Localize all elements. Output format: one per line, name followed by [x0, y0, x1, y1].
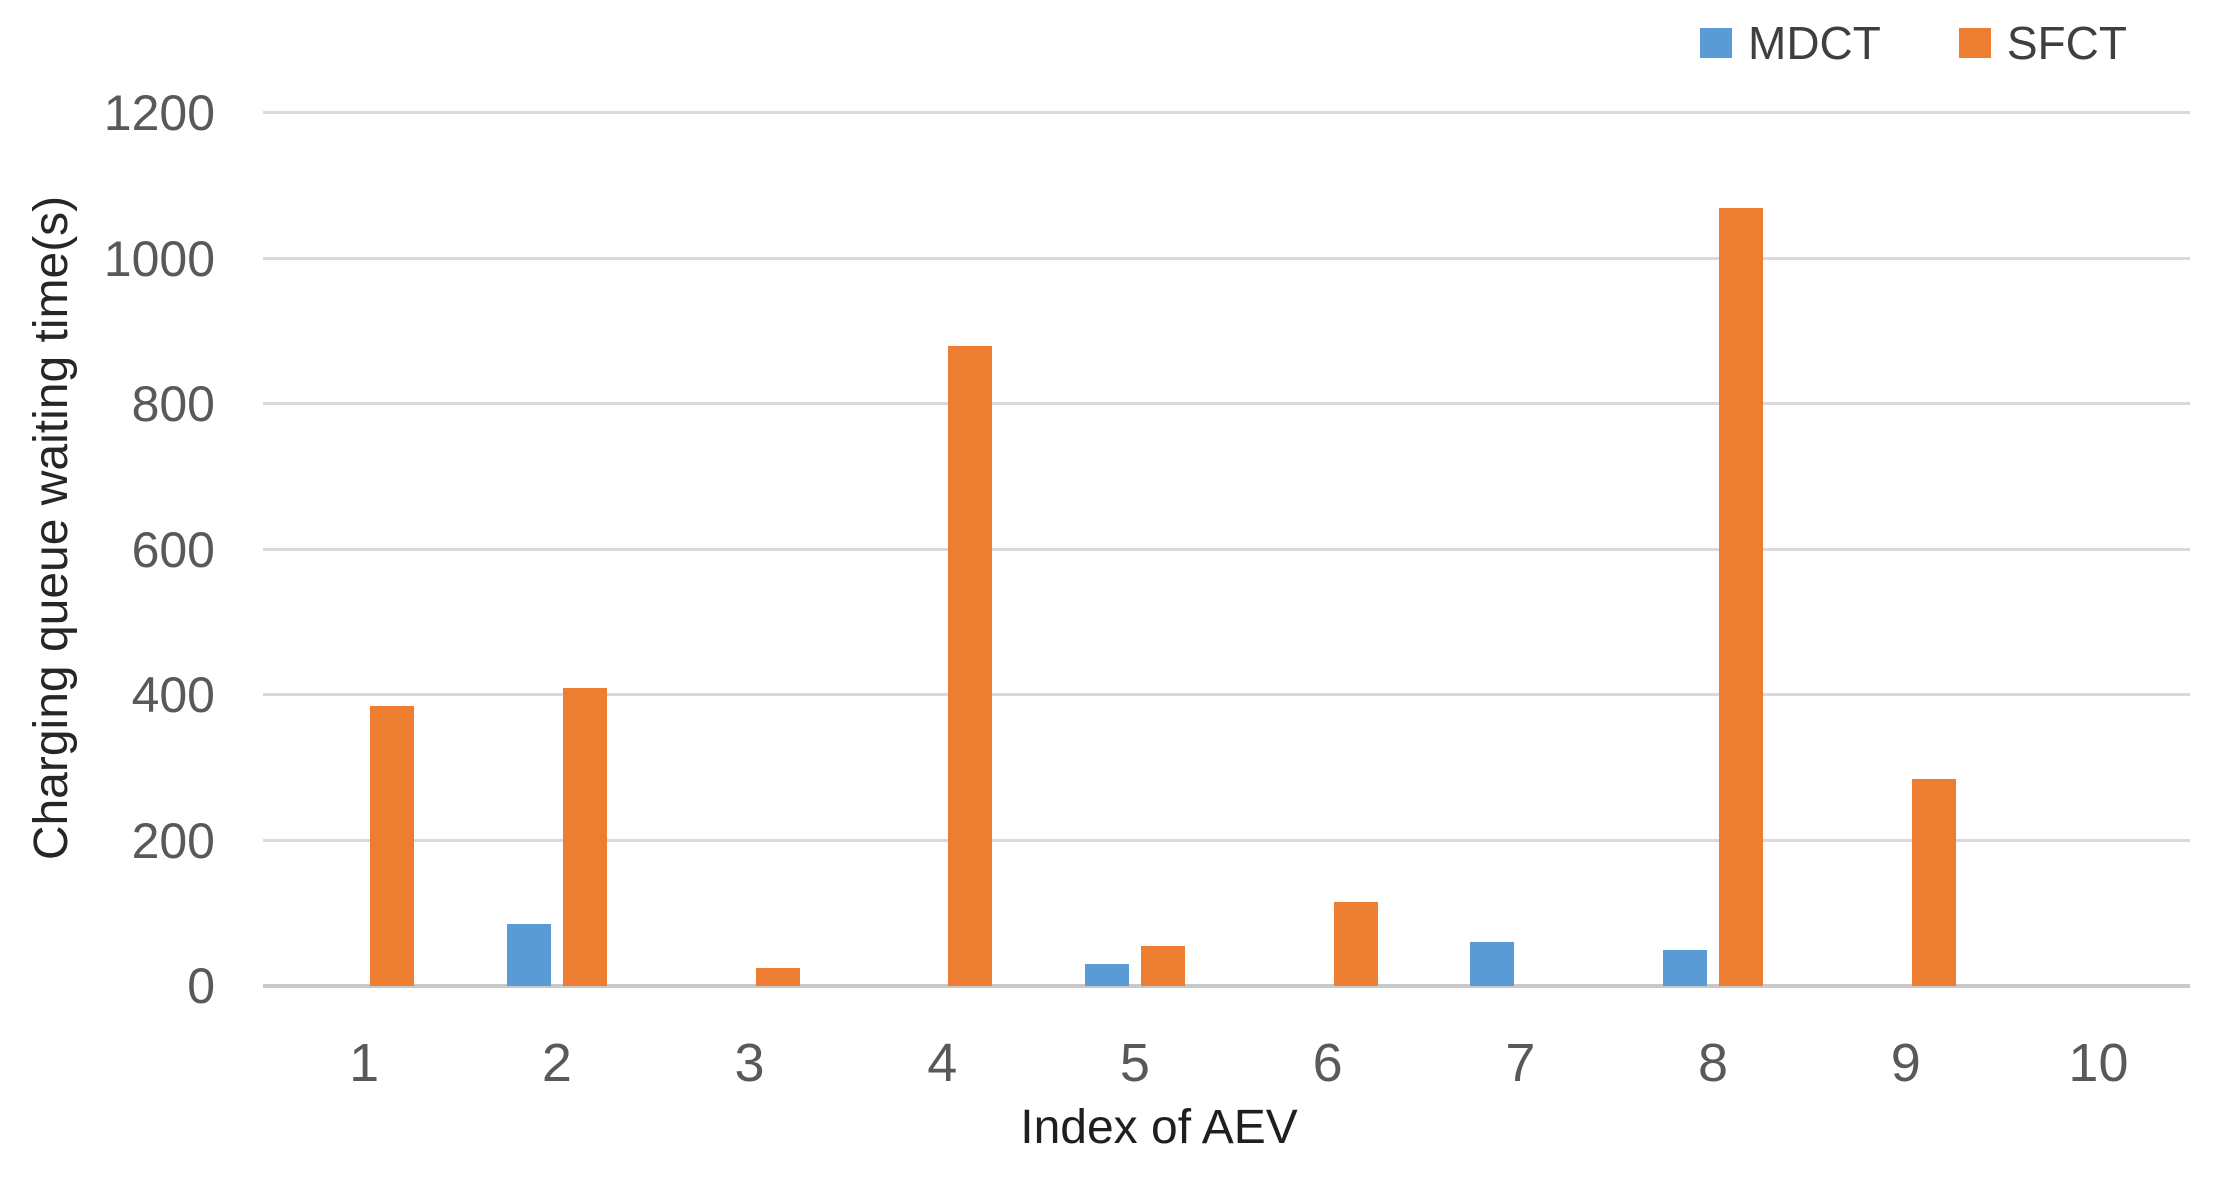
gridline-1000 [263, 256, 2190, 260]
bar-sfct-aev6 [1334, 902, 1378, 986]
y-tick-label-1000: 1000 [103, 230, 215, 287]
sfct-legend-label: SFCT [2006, 17, 2127, 69]
mdct-legend-label: MDCT [1748, 17, 1881, 69]
x-tick-label-5: 5 [1119, 1033, 1150, 1093]
legend-item-sfct: SFCT [1958, 16, 2127, 70]
x-tick-label-4: 4 [927, 1033, 958, 1093]
y-tick-label-0: 0 [187, 958, 215, 1014]
y-tick-label-400: 400 [131, 667, 215, 723]
bar-sfct-aev5 [1141, 946, 1185, 986]
bar-mdct-aev8 [1663, 950, 1707, 986]
gridline-800 [263, 402, 2190, 405]
bar-sfct-aev8 [1719, 208, 1763, 986]
x-tick-label-7: 7 [1505, 1033, 1536, 1093]
y-tick-label-1200: 1200 [103, 85, 215, 141]
y-tick-label-200: 200 [131, 812, 215, 869]
x-tick-label-10: 10 [2068, 1033, 2129, 1093]
bar-sfct-aev9 [1912, 779, 1956, 986]
x-axis-title: Index of AEV [1020, 1101, 1298, 1154]
y-tick-label-600: 600 [131, 521, 215, 578]
bar-sfct-aev4 [948, 346, 992, 986]
x-tick-label-1: 1 [349, 1033, 380, 1093]
mdct-legend-swatch [1700, 28, 1732, 58]
gridline-200 [263, 838, 2190, 842]
x-tick-label-9: 9 [1890, 1033, 1921, 1093]
bar-sfct-aev1 [370, 706, 414, 986]
bar-mdct-aev2 [507, 924, 551, 986]
gridline-400 [263, 693, 2190, 696]
legend-item-mdct: MDCT [1700, 16, 1881, 70]
x-tick-label-2: 2 [541, 1033, 572, 1093]
gridline-0 [263, 984, 2190, 988]
x-tick-label-6: 6 [1312, 1033, 1343, 1093]
x-tick-label-8: 8 [1698, 1033, 1729, 1093]
bar-sfct-aev3 [756, 968, 800, 986]
sfct-legend-swatch [1958, 28, 1991, 58]
bar-mdct-aev5 [1085, 964, 1129, 986]
gridline-1200 [263, 111, 2190, 114]
x-tick-label-3: 3 [734, 1033, 765, 1093]
bar-sfct-aev2 [563, 688, 607, 986]
legend: MDCT SFCT [1700, 16, 2127, 70]
bar-mdct-aev7 [1470, 942, 1514, 986]
gridline-600 [263, 547, 2190, 551]
y-tick-label-800: 800 [131, 376, 215, 432]
